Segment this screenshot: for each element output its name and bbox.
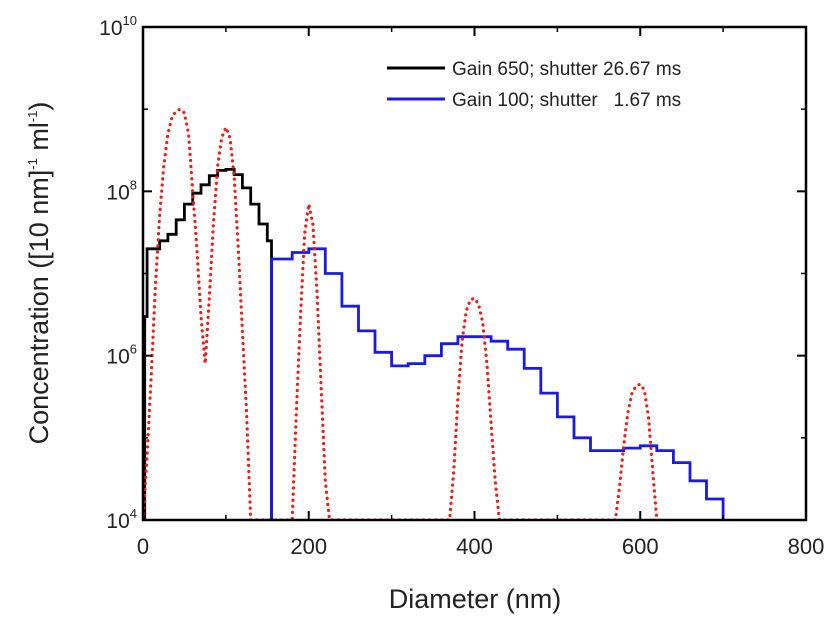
legend-label-gain-650: Gain 650; shutter 26.67 ms (452, 59, 681, 80)
x-axis-title: Diameter (nm) (389, 584, 562, 614)
series-gain-100-step (270, 247, 725, 520)
legend: Gain 650; shutter 26.67 ms Gain 100; shu… (387, 59, 681, 111)
y-tick-label: 1010 (99, 13, 137, 40)
x-tick-label: 800 (788, 534, 825, 559)
ticks-layer (142, 26, 807, 521)
y-tick-label: 104 (106, 506, 137, 533)
y-tick-label: 106 (106, 342, 137, 369)
plot-area (143, 27, 806, 520)
x-tick-label: 0 (137, 534, 149, 559)
x-tick-label: 200 (290, 534, 327, 559)
series-gain-650-step (143, 168, 273, 520)
tick-labels: 0 200 400 600 800 104 106 108 1010 (99, 13, 824, 559)
series-layer (143, 107, 725, 520)
y-axis-title: Concentration ([10 nm]-1 ml-1) (24, 102, 54, 445)
series-dotted-reference (143, 107, 659, 520)
legend-label-gain-100: Gain 100; shutter 1.67 ms (452, 90, 681, 111)
y-tick-label: 108 (106, 177, 137, 204)
x-tick-label: 600 (622, 534, 659, 559)
x-tick-label: 400 (456, 534, 493, 559)
